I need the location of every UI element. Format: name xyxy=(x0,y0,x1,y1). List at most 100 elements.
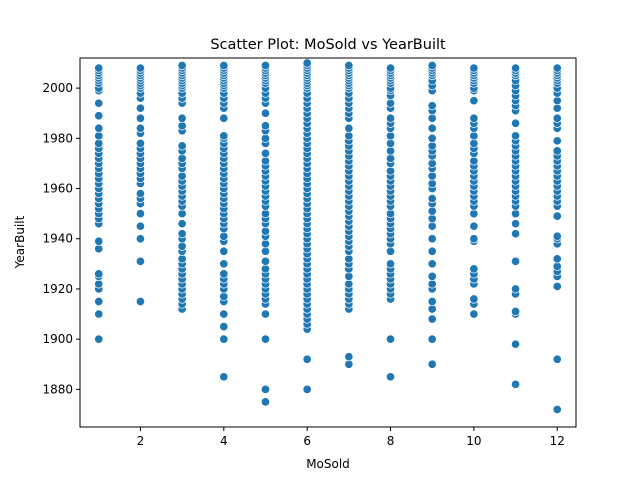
data-point xyxy=(135,123,145,133)
data-point xyxy=(552,281,562,291)
data-point xyxy=(135,138,145,148)
plot-area xyxy=(94,58,562,414)
data-point xyxy=(552,136,562,146)
data-point xyxy=(385,113,396,123)
data-point xyxy=(469,309,479,319)
data-point xyxy=(135,209,145,219)
data-point xyxy=(469,209,479,219)
data-point xyxy=(552,63,562,73)
data-point xyxy=(511,229,521,239)
chart-title: Scatter Plot: MoSold vs YearBuilt xyxy=(210,37,446,53)
data-point xyxy=(427,141,437,151)
data-point xyxy=(344,279,354,289)
data-point xyxy=(552,354,562,364)
data-point xyxy=(260,246,271,256)
data-point xyxy=(511,209,521,219)
data-point xyxy=(219,131,229,141)
data-point xyxy=(385,259,396,269)
data-point xyxy=(427,206,437,216)
data-point xyxy=(427,334,437,344)
x-tick-label: 2 xyxy=(137,434,145,448)
data-point xyxy=(302,354,312,364)
data-point xyxy=(177,171,187,181)
data-point xyxy=(511,131,521,141)
data-point xyxy=(260,133,271,143)
x-axis-label: MoSold xyxy=(306,457,350,471)
data-point xyxy=(469,131,479,141)
data-point xyxy=(427,178,437,189)
data-point xyxy=(427,314,437,324)
data-point xyxy=(135,189,145,199)
data-point xyxy=(94,309,104,319)
data-point xyxy=(344,60,354,71)
data-point xyxy=(94,131,104,141)
data-point xyxy=(427,158,437,168)
data-point xyxy=(385,138,396,148)
y-tick-label: 1920 xyxy=(42,282,73,296)
data-point xyxy=(427,296,437,307)
data-point xyxy=(469,138,479,148)
data-point xyxy=(94,279,104,289)
data-point xyxy=(94,296,104,307)
data-point xyxy=(344,131,354,141)
data-point xyxy=(260,148,271,158)
data-point xyxy=(219,269,229,279)
data-point xyxy=(427,194,437,204)
data-point xyxy=(427,101,437,111)
data-point xyxy=(385,246,396,256)
data-point xyxy=(469,221,479,231)
data-point xyxy=(385,334,396,344)
data-point xyxy=(552,254,562,264)
data-point xyxy=(177,219,187,229)
data-point xyxy=(219,309,229,319)
data-point xyxy=(219,113,229,123)
data-point xyxy=(94,244,104,254)
data-point xyxy=(427,171,437,181)
data-point xyxy=(135,63,145,73)
data-point xyxy=(219,246,229,256)
data-point xyxy=(552,404,562,414)
data-point xyxy=(260,334,271,344)
y-tick-label: 1900 xyxy=(42,332,73,346)
data-point xyxy=(260,397,271,407)
data-point xyxy=(469,264,479,274)
data-point xyxy=(385,98,396,108)
data-point xyxy=(552,261,562,271)
data-point xyxy=(427,113,437,123)
data-point xyxy=(469,294,479,304)
data-point xyxy=(344,271,354,281)
data-point xyxy=(511,379,521,389)
data-point xyxy=(94,269,104,279)
data-point xyxy=(469,156,479,166)
data-point xyxy=(177,60,187,71)
data-point xyxy=(94,123,104,133)
data-point xyxy=(511,339,521,349)
data-point xyxy=(427,133,437,143)
data-point xyxy=(385,146,396,156)
data-point xyxy=(219,334,229,344)
data-point xyxy=(385,153,396,163)
data-point xyxy=(135,113,145,123)
x-tick-label: 10 xyxy=(466,434,481,448)
y-tick-label: 1940 xyxy=(42,232,73,246)
data-point xyxy=(385,372,396,382)
data-point xyxy=(344,359,354,369)
data-point xyxy=(260,256,271,266)
data-point xyxy=(511,284,521,294)
data-point xyxy=(385,63,396,73)
x-axis: 2 4 6 8 10 12 xyxy=(137,427,565,448)
data-point xyxy=(135,221,145,231)
data-point xyxy=(511,256,521,266)
data-point xyxy=(94,111,104,121)
data-point xyxy=(177,141,187,151)
data-point xyxy=(135,296,145,307)
data-point xyxy=(260,60,271,71)
data-point xyxy=(260,264,271,274)
data-point xyxy=(427,214,437,224)
data-point xyxy=(260,309,271,319)
data-point xyxy=(260,108,271,118)
data-point xyxy=(511,118,521,128)
data-point xyxy=(511,306,521,317)
